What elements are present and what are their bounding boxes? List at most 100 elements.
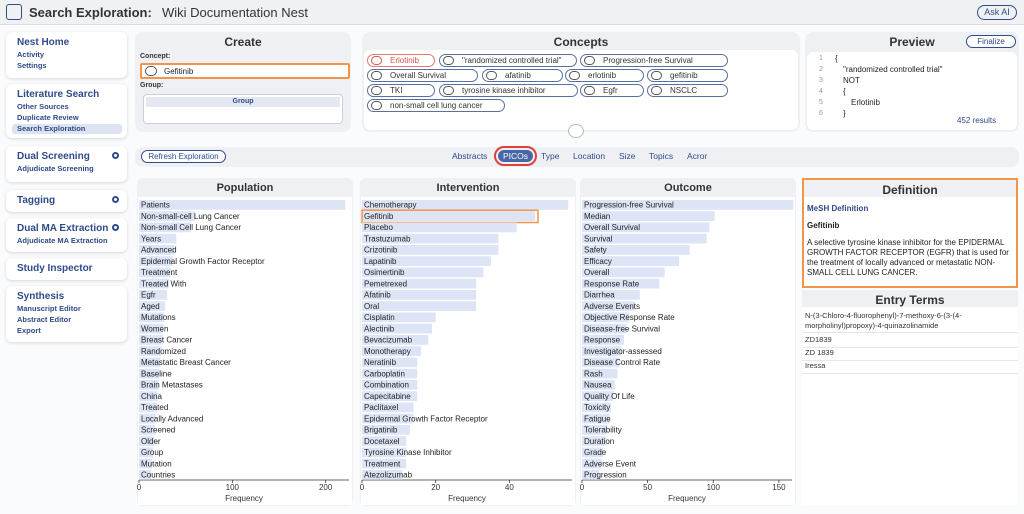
- sidebar-item[interactable]: Other Sources: [17, 102, 69, 111]
- category-label: Treated With: [141, 279, 187, 288]
- concept-chip[interactable]: tyrosine kinase inhibitor: [439, 84, 578, 97]
- chip-text: tyrosine kinase inhibitor: [462, 86, 546, 95]
- tabs-bar: [135, 147, 1019, 167]
- results-link[interactable]: 452 results: [957, 116, 997, 125]
- sidebar-item[interactable]: Abstract Editor: [17, 315, 72, 324]
- sidebar-item[interactable]: Activity: [17, 50, 45, 59]
- category-label: Diarrhea: [584, 291, 615, 300]
- mesh-link[interactable]: MeSH Definition: [807, 204, 869, 213]
- sidebar-title[interactable]: Nest Home: [17, 37, 70, 48]
- bar: [582, 402, 611, 413]
- category-label: Disease-free Survival: [584, 324, 660, 333]
- concept-chip[interactable]: Overall Survival: [367, 69, 478, 82]
- menu-button[interactable]: [6, 4, 22, 20]
- tab[interactable]: Size: [619, 151, 636, 161]
- chip-toggle[interactable]: [371, 101, 382, 110]
- tab[interactable]: Location: [573, 151, 606, 161]
- concept-toggle[interactable]: [145, 66, 157, 76]
- sidebar-title[interactable]: Study Inspector: [17, 263, 93, 274]
- sidebar-item[interactable]: Search Exploration: [12, 124, 122, 134]
- bar: [362, 413, 414, 424]
- chip-toggle[interactable]: [443, 86, 454, 95]
- gear-icon[interactable]: [112, 224, 119, 231]
- sidebar-title[interactable]: Synthesis: [17, 291, 65, 302]
- sidebar-item[interactable]: Export: [17, 326, 41, 335]
- tab[interactable]: Topics: [649, 151, 674, 161]
- concept-chip[interactable]: gefitinib: [647, 69, 728, 82]
- ask-ai-button[interactable]: Ask AI: [977, 5, 1017, 20]
- gear-icon[interactable]: [112, 152, 119, 159]
- create-title: Create: [224, 35, 262, 49]
- bar: [139, 447, 153, 458]
- code-line: {: [843, 87, 846, 96]
- chip-toggle[interactable]: [651, 86, 662, 95]
- concept-chip[interactable]: Progression-free Survival: [580, 54, 728, 67]
- sidebar-title[interactable]: Tagging: [17, 195, 56, 206]
- bar: [582, 447, 603, 458]
- concept-chip[interactable]: "randomized controlled trial": [439, 54, 577, 67]
- sidebar-section: Literature Search Other Sources Duplicate …: [6, 84, 127, 138]
- category-label: Duration: [584, 437, 614, 446]
- entry-term: Iressa: [802, 359, 1018, 374]
- concept-chip[interactable]: NSCLC: [647, 84, 728, 97]
- bar: [362, 222, 517, 233]
- chip-toggle[interactable]: [486, 71, 497, 80]
- x-axis-label: Frequency: [668, 494, 706, 503]
- line-number: 6: [819, 110, 823, 117]
- chip-toggle[interactable]: [651, 71, 662, 80]
- category-label: Patients: [141, 201, 170, 210]
- category-label: Countries: [141, 471, 175, 480]
- category-label: Investigator-assessed: [584, 347, 662, 356]
- chip-toggle[interactable]: [371, 71, 382, 80]
- bar: [139, 391, 158, 401]
- sidebar-title[interactable]: Literature Search: [17, 89, 100, 100]
- refresh-button[interactable]: Refresh Exploration: [141, 150, 226, 163]
- bar: [362, 233, 499, 244]
- tab[interactable]: Acror: [687, 151, 708, 161]
- bar: [582, 323, 627, 334]
- category-label: Monotherapy: [364, 347, 411, 356]
- chip-toggle[interactable]: [569, 71, 580, 80]
- definition-panel: Definition MeSH Definition Gefitinib A sele…: [802, 178, 1018, 288]
- finalize-button[interactable]: Finalize: [966, 35, 1016, 48]
- collapse-button[interactable]: [568, 124, 584, 138]
- category-label: Capecitabine: [364, 392, 411, 401]
- tab[interactable]: Abstracts: [452, 151, 488, 161]
- category-label: Group: [141, 448, 164, 457]
- category-label: Non-small Cell Lung Cancer: [141, 223, 241, 232]
- category-label: Rash: [584, 369, 603, 378]
- code-line: }: [843, 109, 846, 118]
- entry-title: Entry Terms: [802, 290, 1018, 307]
- chip-toggle[interactable]: [584, 86, 595, 95]
- sidebar-title[interactable]: Dual MA Extraction: [17, 223, 109, 234]
- gear-icon[interactable]: [112, 196, 119, 203]
- sidebar-title[interactable]: Dual Screening: [17, 151, 90, 162]
- category-label: Gefitinib: [364, 212, 394, 221]
- sidebar-item[interactable]: Settings: [17, 61, 47, 70]
- chip-toggle[interactable]: [584, 56, 595, 65]
- sidebar-item[interactable]: Duplicate Review: [17, 113, 79, 122]
- sidebar-item[interactable]: Adjudicate Screening: [17, 164, 94, 173]
- sidebar-item[interactable]: Manuscript Editor: [17, 304, 81, 313]
- bar: [362, 436, 407, 446]
- bar: [582, 256, 680, 266]
- chip-toggle[interactable]: [371, 86, 382, 95]
- category-label: Women: [141, 324, 168, 333]
- concept-chip[interactable]: Erlotinib: [367, 54, 435, 67]
- tab[interactable]: Type: [541, 151, 560, 161]
- bar: [582, 245, 690, 255]
- bar: [362, 402, 414, 413]
- concept-input[interactable]: Gefitinib: [140, 63, 350, 79]
- tab[interactable]: PICOs: [493, 146, 538, 166]
- category-label: Objective Response Rate: [584, 313, 675, 322]
- concept-chip[interactable]: afatinib: [482, 69, 563, 82]
- concept-chip[interactable]: non-small cell lung cancer: [367, 99, 505, 112]
- chip-toggle[interactable]: [443, 56, 454, 65]
- sidebar-item[interactable]: Adjudicate MA Extraction: [17, 236, 108, 245]
- concept-chip[interactable]: erlotinib: [565, 69, 644, 82]
- sidebar-section: Dual Screening Adjudicate Screening: [6, 146, 127, 182]
- concept-chip[interactable]: TKI: [367, 84, 435, 97]
- bar: [582, 335, 624, 345]
- concept-chip[interactable]: Egfr: [580, 84, 644, 97]
- chip-toggle[interactable]: [371, 56, 382, 65]
